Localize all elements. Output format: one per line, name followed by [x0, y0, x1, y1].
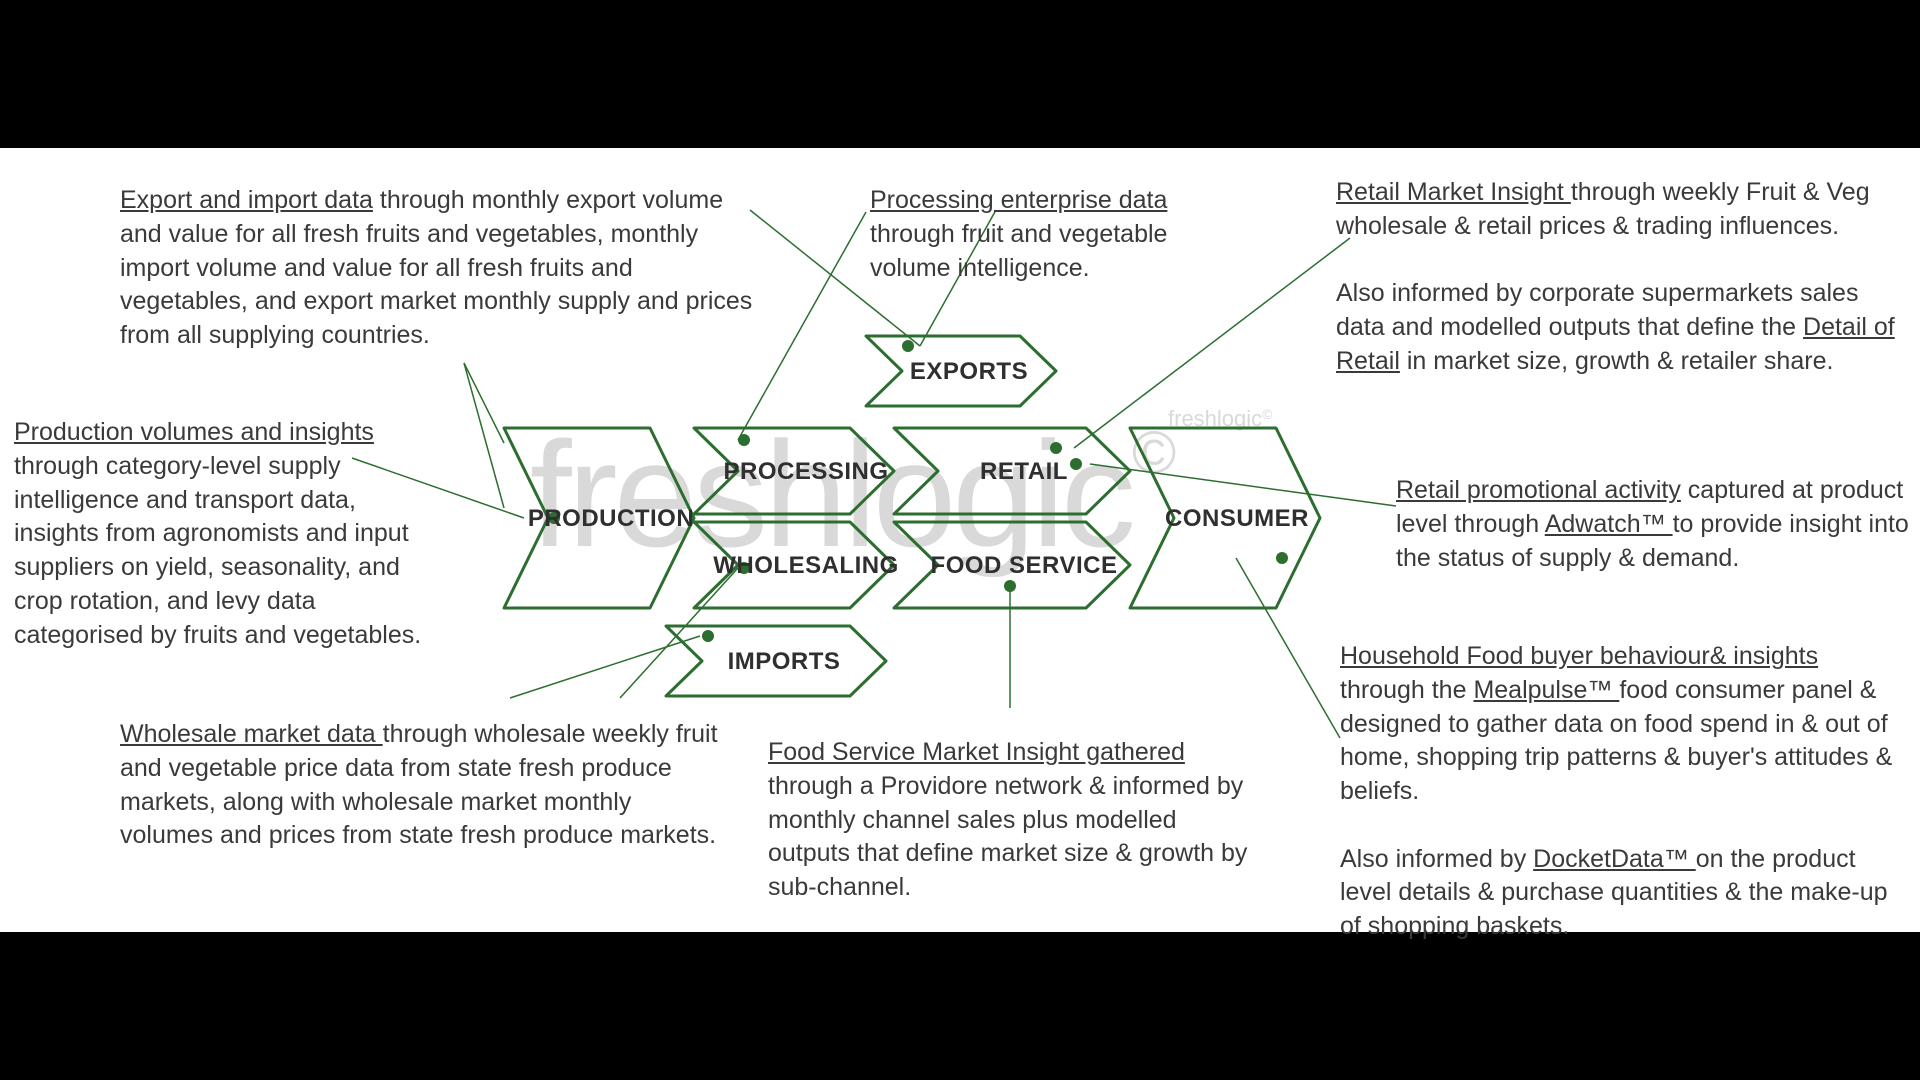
- caption-foodservice: Food Service Market Insight gathered thr…: [768, 736, 1248, 905]
- link-mealpulse: Mealpulse™: [1473, 676, 1619, 704]
- chevron-label-imports: IMPORTS: [728, 648, 841, 675]
- caption-production: Production volumes and insights through …: [14, 416, 444, 652]
- dot-retail: [1050, 442, 1062, 454]
- connector-line: [464, 363, 504, 508]
- caption-production-body: through category-level supply intelligen…: [14, 452, 421, 649]
- diagram-canvas: freshlogic© freshlogic© PRODUCTIONPROCES…: [0, 148, 1920, 932]
- caption-wholesale-title: Wholesale market data: [120, 720, 383, 748]
- caption-foodservice-body: through a Providore network & informed b…: [768, 772, 1247, 901]
- connector-line: [464, 363, 504, 443]
- caption-export-import: Export and import data through monthly e…: [120, 184, 760, 353]
- caption-processing-body: through fruit and vegetable volume intel…: [870, 220, 1167, 282]
- caption-export-import-title: Export and import data: [120, 186, 373, 214]
- caption-retail-insight: Retail Market Insight through weekly Fru…: [1336, 176, 1896, 379]
- caption-household: Household Food buyer behaviour& insights…: [1340, 640, 1900, 944]
- chevron-label-consumer: CONSUMER: [1165, 505, 1309, 532]
- connector-line: [1090, 464, 1396, 506]
- dot-imports: [702, 630, 714, 642]
- caption-household-title: Household Food buyer behaviour& insights: [1340, 642, 1818, 670]
- caption-retail-promo: Retail promotional activity captured at …: [1396, 474, 1916, 575]
- caption-production-title: Production volumes and insights: [14, 418, 374, 446]
- chevron-label-exports: EXPORTS: [910, 358, 1028, 385]
- caption-retail-promo-title: Retail promotional activity: [1396, 476, 1681, 504]
- chevron-label-production: PRODUCTION: [528, 505, 694, 532]
- caption-processing: Processing enterprise data through fruit…: [870, 184, 1210, 285]
- caption-wholesale: Wholesale market data through wholesale …: [120, 718, 720, 853]
- dot-processing: [738, 434, 750, 446]
- dot-foodservice: [1004, 580, 1016, 592]
- dot-consumer: [1276, 552, 1288, 564]
- chevron-label-processing: PROCESSING: [723, 458, 888, 485]
- chevron-label-wholesaling: WHOLESALING: [713, 552, 899, 579]
- chevron-label-retail: RETAIL: [980, 458, 1068, 485]
- caption-processing-title: Processing enterprise data: [870, 186, 1167, 214]
- chevron-label-foodservice: FOOD SERVICE: [931, 552, 1118, 579]
- caption-foodservice-title: Food Service Market Insight gathered: [768, 738, 1185, 766]
- dot-retail: [1070, 458, 1082, 470]
- link-docketdata: DocketData™: [1533, 845, 1696, 873]
- dot-exports: [902, 340, 914, 352]
- connector-line: [620, 568, 738, 698]
- caption-retail-insight-title: Retail Market Insight: [1336, 178, 1571, 206]
- link-adwatch: Adwatch™: [1545, 510, 1673, 538]
